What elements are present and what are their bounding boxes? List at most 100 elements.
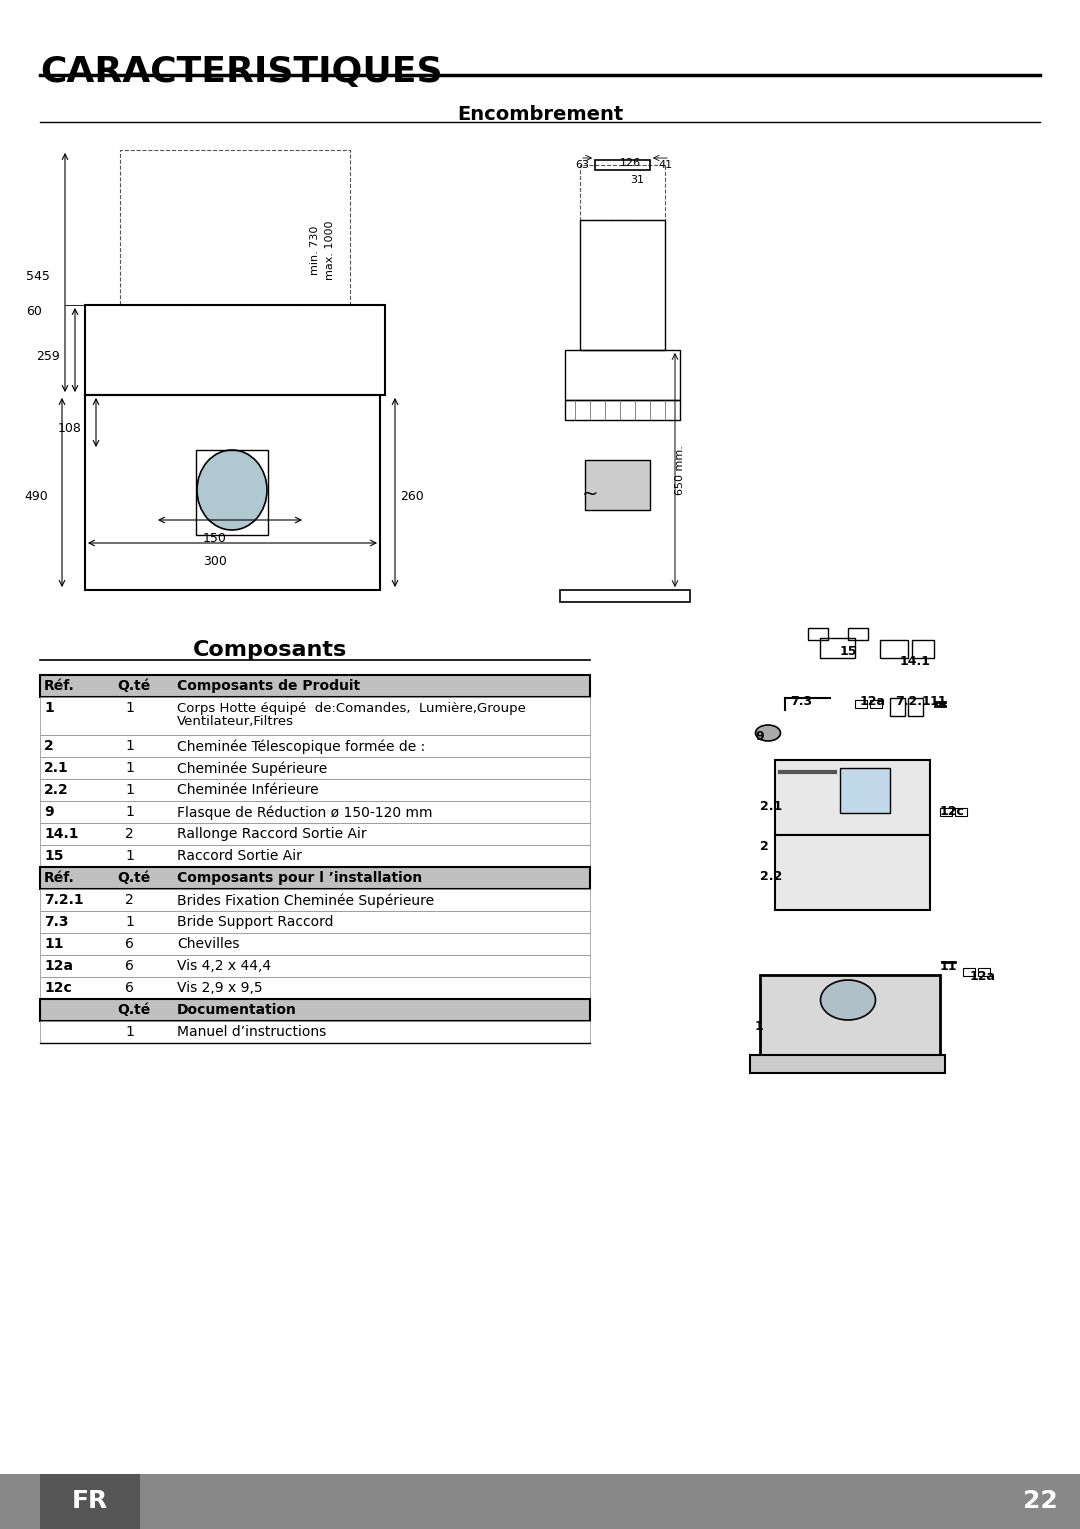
Bar: [40, 933, 590, 956]
Bar: [40, 956, 590, 977]
Text: Réf.: Réf.: [44, 679, 75, 693]
Bar: [40, 735, 590, 757]
Bar: [750, 1055, 945, 1073]
Bar: [848, 628, 868, 641]
Text: 12a: 12a: [44, 959, 73, 972]
Text: Documentation: Documentation: [177, 1003, 297, 1017]
Bar: [40, 977, 590, 998]
Text: 12a: 12a: [970, 969, 996, 983]
Text: 650 mm.: 650 mm.: [675, 445, 685, 495]
Text: Encombrement: Encombrement: [457, 106, 623, 124]
Text: 545: 545: [26, 271, 50, 283]
Bar: [840, 768, 890, 813]
Bar: [565, 401, 680, 420]
Text: 150: 150: [203, 532, 227, 544]
Text: 2.2: 2.2: [44, 783, 69, 797]
Text: Chevilles: Chevilles: [177, 937, 240, 951]
Text: 2.1: 2.1: [760, 800, 782, 813]
Bar: [40, 867, 590, 888]
Bar: [40, 888, 590, 911]
Text: Composants: Composants: [193, 641, 347, 661]
Text: 2.2: 2.2: [760, 870, 782, 884]
Text: 14.1: 14.1: [900, 654, 931, 668]
Text: Vis 4,2 x 44,4: Vis 4,2 x 44,4: [177, 959, 271, 972]
Text: 1: 1: [125, 739, 134, 752]
Bar: [40, 823, 590, 846]
Text: FR: FR: [72, 1489, 108, 1514]
Text: Ventilateur,Filtres: Ventilateur,Filtres: [177, 716, 294, 728]
Text: 490: 490: [24, 489, 48, 503]
Text: Manuel d’instructions: Manuel d’instructions: [177, 1024, 326, 1040]
Text: Bride Support Raccord: Bride Support Raccord: [177, 914, 334, 930]
Text: 60: 60: [26, 304, 42, 318]
Text: Q.té: Q.té: [117, 872, 150, 885]
Text: 7.3: 7.3: [789, 696, 812, 708]
Bar: [585, 460, 650, 511]
Text: 11: 11: [940, 960, 958, 972]
Text: 300: 300: [203, 555, 227, 567]
Text: 11: 11: [930, 696, 947, 708]
Bar: [580, 220, 665, 350]
Bar: [855, 700, 867, 708]
Text: 126: 126: [620, 157, 642, 168]
Text: Composants de Produit: Composants de Produit: [177, 679, 360, 693]
Bar: [870, 700, 882, 708]
Text: Q.té: Q.té: [117, 1003, 150, 1017]
Bar: [890, 699, 905, 716]
Text: Cheminée Inférieure: Cheminée Inférieure: [177, 783, 319, 797]
Bar: [85, 394, 380, 590]
Text: 7.2.1: 7.2.1: [44, 893, 83, 907]
Text: 22: 22: [1023, 1489, 1057, 1514]
Text: 259: 259: [37, 350, 60, 362]
Text: 12c: 12c: [940, 804, 964, 818]
Text: 41: 41: [658, 161, 672, 170]
Bar: [963, 968, 975, 976]
Bar: [120, 150, 350, 304]
Ellipse shape: [821, 980, 876, 1020]
Text: 2.1: 2.1: [44, 761, 69, 775]
Text: 63: 63: [575, 161, 589, 170]
Ellipse shape: [756, 725, 781, 742]
Text: 9: 9: [44, 804, 54, 820]
Text: 2: 2: [125, 893, 134, 907]
Text: 2: 2: [125, 827, 134, 841]
Text: ~: ~: [582, 485, 598, 505]
Bar: [940, 807, 951, 816]
Text: 9: 9: [755, 729, 764, 743]
Text: 6: 6: [125, 982, 134, 995]
Text: 260: 260: [400, 489, 423, 503]
Bar: [808, 628, 828, 641]
Text: 108: 108: [58, 422, 82, 434]
Text: min. 730: min. 730: [310, 225, 320, 275]
Bar: [820, 638, 855, 657]
Text: 1: 1: [125, 700, 134, 716]
Text: 1: 1: [125, 1024, 134, 1040]
Text: CARACTERISTIQUES: CARACTERISTIQUES: [40, 55, 443, 89]
Text: 6: 6: [125, 959, 134, 972]
Bar: [40, 1021, 590, 1043]
Bar: [561, 590, 690, 602]
Bar: [595, 161, 650, 170]
Text: Vis 2,9 x 9,5: Vis 2,9 x 9,5: [177, 982, 262, 995]
Bar: [908, 699, 923, 716]
Bar: [580, 165, 665, 220]
Text: 7.2.1: 7.2.1: [895, 696, 931, 708]
Text: Réf.: Réf.: [44, 872, 75, 885]
Text: 1: 1: [125, 761, 134, 775]
Text: 6: 6: [125, 937, 134, 951]
Bar: [955, 807, 967, 816]
Text: Q.té: Q.té: [117, 679, 150, 693]
Bar: [760, 976, 940, 1055]
Text: Composants pour l ’installation: Composants pour l ’installation: [177, 872, 422, 885]
Bar: [775, 760, 930, 835]
Bar: [195, 450, 268, 535]
Text: 12a: 12a: [860, 696, 886, 708]
Text: Rallonge Raccord Sortie Air: Rallonge Raccord Sortie Air: [177, 827, 366, 841]
Bar: [0, 1474, 1080, 1529]
Bar: [85, 304, 384, 394]
Bar: [40, 998, 590, 1021]
Bar: [775, 835, 930, 910]
Bar: [40, 1474, 140, 1529]
Text: 1: 1: [125, 804, 134, 820]
Text: Brides Fixation Cheminée Supérieure: Brides Fixation Cheminée Supérieure: [177, 893, 434, 908]
